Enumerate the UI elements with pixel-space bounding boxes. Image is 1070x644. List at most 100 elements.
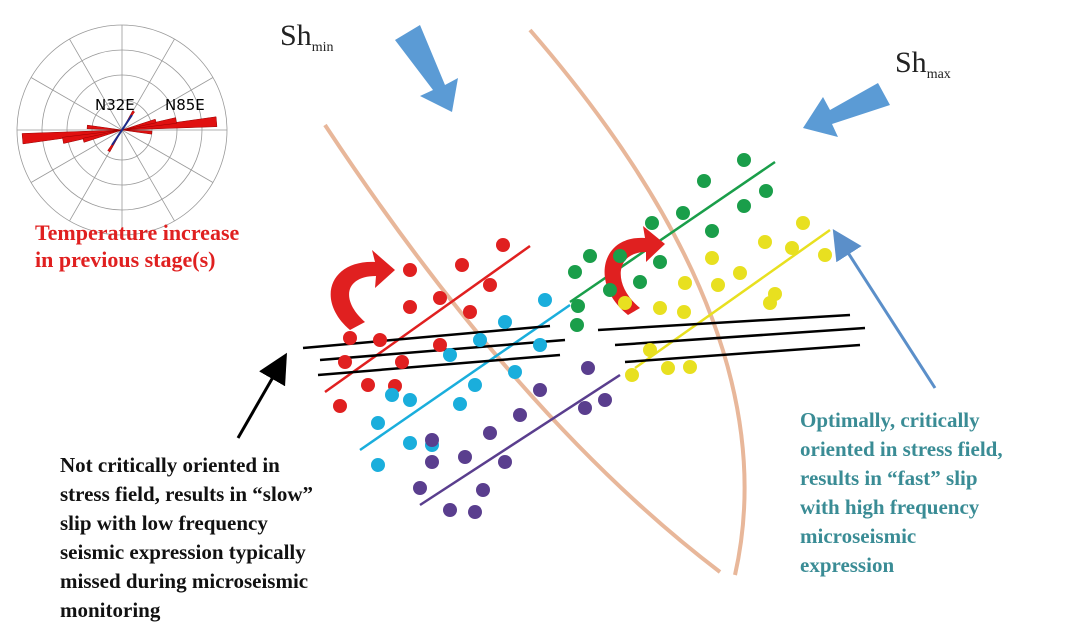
event-dot	[508, 365, 522, 379]
event-dot	[661, 361, 675, 375]
event-dot	[613, 249, 627, 263]
pointer-arrow	[236, 352, 287, 439]
rose-spoke	[121, 129, 214, 183]
event-dot	[633, 275, 647, 289]
event-dot	[483, 278, 497, 292]
event-dot	[568, 265, 582, 279]
annotation-line: expression	[800, 553, 894, 577]
event-dot	[361, 378, 375, 392]
event-dot	[737, 199, 751, 213]
event-dot	[653, 301, 667, 315]
event-dots	[333, 153, 832, 519]
event-dot	[570, 318, 584, 332]
event-dot	[403, 436, 417, 450]
stress-arrow	[395, 25, 458, 112]
event-dot	[473, 333, 487, 347]
rose-spoke	[69, 38, 123, 131]
event-dot	[643, 343, 657, 357]
annotation-line: Temperature increase	[35, 220, 240, 245]
rose-petal	[82, 129, 123, 143]
label-base: Sh	[280, 19, 312, 52]
event-dot	[433, 291, 447, 305]
event-dot	[513, 408, 527, 422]
event-dot	[443, 503, 457, 517]
event-dot	[598, 393, 612, 407]
event-dot	[618, 296, 632, 310]
annotation-line: monitoring	[60, 598, 161, 622]
rose-needle	[111, 114, 133, 146]
annotation-line: in previous stage(s)	[35, 247, 216, 272]
event-dot	[395, 355, 409, 369]
rotation-arrow	[604, 226, 665, 315]
annotation-line: missed during microseismic	[60, 569, 308, 593]
rose-spoke	[121, 77, 214, 131]
event-dot	[625, 368, 639, 382]
event-dot	[645, 216, 659, 230]
event-dot	[403, 300, 417, 314]
event-dot	[453, 397, 467, 411]
rose-label: N85E	[165, 96, 205, 114]
event-dot	[425, 455, 439, 469]
event-dot	[333, 399, 347, 413]
fault-outline	[528, 28, 747, 576]
event-dot	[578, 401, 592, 415]
event-dot	[677, 305, 691, 319]
label-base: Sh	[895, 46, 927, 79]
event-dot	[796, 216, 810, 230]
stress-label: Shmin	[280, 19, 333, 55]
stress-label: Shmax	[895, 46, 951, 82]
event-dot	[678, 276, 692, 290]
event-dot	[458, 450, 472, 464]
rose-petal	[121, 129, 153, 135]
event-dot	[603, 283, 617, 297]
event-dot	[385, 388, 399, 402]
event-dot	[373, 333, 387, 347]
event-dot	[496, 238, 510, 252]
stress-arrow	[803, 83, 890, 137]
annotation-line: microseismic	[800, 524, 916, 548]
event-dot	[343, 331, 357, 345]
rose-petal	[121, 118, 157, 131]
annotation-line: Not critically oriented in	[60, 453, 280, 477]
rotation-arrow	[330, 250, 395, 330]
pointer-arrow	[832, 228, 937, 389]
event-dot	[758, 235, 772, 249]
event-dot	[476, 483, 490, 497]
event-dot	[711, 278, 725, 292]
event-dot	[697, 174, 711, 188]
event-dot	[683, 360, 697, 374]
event-dot	[433, 338, 447, 352]
fault-outline	[323, 123, 722, 574]
fracture-lines	[302, 160, 866, 507]
rose-label: N32E	[95, 96, 135, 114]
event-dot	[468, 505, 482, 519]
event-dot	[538, 293, 552, 307]
label-sub: min	[312, 40, 334, 55]
annotation-line: stress field, results in “slow”	[60, 482, 313, 506]
event-dot	[737, 153, 751, 167]
event-dot	[455, 258, 469, 272]
event-dot	[463, 305, 477, 319]
rose-spoke	[30, 129, 123, 183]
annotation-line: slip with low frequency	[60, 511, 268, 535]
event-dot	[371, 458, 385, 472]
annotation-line: with high frequency	[800, 495, 980, 519]
annotation-line: oriented in stress field,	[800, 437, 1003, 461]
event-dot	[785, 241, 799, 255]
event-dot	[468, 378, 482, 392]
event-dot	[676, 206, 690, 220]
annotation-line: seismic expression typically	[60, 540, 306, 564]
event-dot	[533, 383, 547, 397]
rose-spoke	[121, 129, 175, 222]
event-dot	[818, 248, 832, 262]
rose-spoke	[30, 77, 123, 131]
event-dot	[443, 348, 457, 362]
event-dot	[413, 481, 427, 495]
event-dot	[759, 184, 773, 198]
event-dot	[403, 393, 417, 407]
event-dot	[498, 315, 512, 329]
event-dot	[371, 416, 385, 430]
event-dot	[581, 361, 595, 375]
event-dot	[705, 251, 719, 265]
